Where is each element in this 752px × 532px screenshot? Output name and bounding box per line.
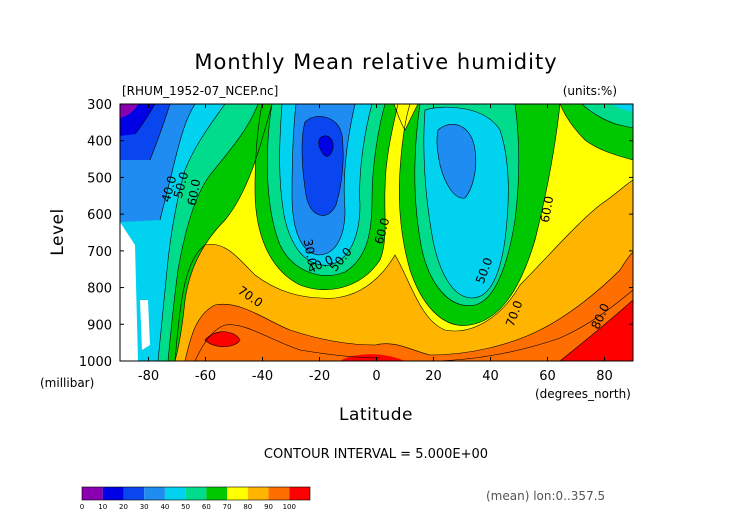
colorbar-swatch xyxy=(82,487,103,500)
colorbar-swatch xyxy=(144,487,165,500)
contour-label: 30.0 xyxy=(301,238,319,267)
colorbar-tick-label: 70 xyxy=(223,503,232,511)
x-unit-label: (degrees_north) xyxy=(535,387,631,401)
footnote: (mean) lon:0..357.5 xyxy=(486,489,605,503)
units-label: (units:%) xyxy=(563,84,617,98)
colorbar-tick-label: 50 xyxy=(181,503,190,511)
level-80-fill xyxy=(185,252,633,361)
y-tick-label: 300 xyxy=(87,98,112,113)
level-85-fill xyxy=(205,331,240,347)
level-55-fill xyxy=(582,104,633,128)
colorbar-tick-label: 0 xyxy=(80,503,84,511)
contour-label: 60.0 xyxy=(185,178,203,207)
contour-label: 50.0 xyxy=(171,170,191,199)
y-tick-label: 600 xyxy=(87,208,112,223)
x-axis: -80 -60 -40 -20 0 20 40 60 80 xyxy=(138,104,613,384)
level-85-fill xyxy=(560,300,633,361)
colorbar-swatch xyxy=(247,487,269,500)
contour-label: 60.0 xyxy=(372,216,392,245)
contour-field xyxy=(120,104,633,361)
contour-label: 60.0 xyxy=(538,195,556,224)
colorbar-swatch xyxy=(164,487,186,500)
y-axis-label: Level xyxy=(48,208,68,255)
missing-data xyxy=(140,300,150,350)
colorbar-tick-label: 40 xyxy=(160,503,169,511)
colorbar: 0 10 20 30 40 50 60 70 80 90 100 xyxy=(80,486,311,511)
y-tick-label: 800 xyxy=(87,282,112,297)
y-unit-label: (millibar) xyxy=(40,376,94,390)
x-tick-label: -80 xyxy=(138,369,159,384)
chart-title: Monthly Mean relative humidity xyxy=(194,50,557,74)
colorbar-tick-label: 10 xyxy=(98,503,107,511)
colorbar-swatch xyxy=(289,487,310,500)
missing-data xyxy=(120,222,138,361)
y-axis: 300 400 500 600 700 800 900 1000 xyxy=(79,98,633,370)
contour-interval: CONTOUR INTERVAL = 5.000E+00 xyxy=(264,447,488,462)
x-tick-label: 80 xyxy=(596,369,613,384)
x-tick-label: -60 xyxy=(195,369,216,384)
level-75-fill xyxy=(175,180,633,361)
y-tick-label: 500 xyxy=(87,171,112,186)
level-05-fill xyxy=(120,104,138,118)
colorbar-swatch xyxy=(227,487,248,500)
colorbar-tick-label: 100 xyxy=(283,503,296,511)
colorbar-tick-label: 20 xyxy=(119,503,128,511)
y-tick-label: 1000 xyxy=(79,355,112,370)
y-tick-label: 700 xyxy=(87,245,112,260)
colorbar-swatch xyxy=(185,487,207,500)
level-35-fill xyxy=(436,124,476,199)
x-tick-label: -40 xyxy=(252,369,273,384)
x-tick-label: 40 xyxy=(482,369,499,384)
colorbar-tick-label: 90 xyxy=(264,503,273,511)
colorbar-tick-label: 60 xyxy=(202,503,211,511)
colorbar-swatch xyxy=(102,487,124,500)
x-axis-label: Latitude xyxy=(339,405,413,425)
source-label: [RHUM_1952-07_NCEP.nc] xyxy=(122,84,278,98)
x-tick-label: 20 xyxy=(425,369,442,384)
level-15-fill xyxy=(318,135,334,157)
x-tick-label: 60 xyxy=(539,369,556,384)
x-tick-label: 0 xyxy=(372,369,380,384)
colorbar-swatch xyxy=(206,487,228,500)
y-tick-label: 400 xyxy=(87,135,112,150)
level-25-fill xyxy=(302,116,344,216)
colorbar-tick-label: 80 xyxy=(243,503,252,511)
level-45-fill xyxy=(612,104,633,112)
level-70-fill xyxy=(394,104,418,130)
contour-lines xyxy=(134,104,633,361)
y-tick-label: 900 xyxy=(87,318,112,333)
colorbar-frame xyxy=(81,486,311,501)
x-tick-label: -20 xyxy=(309,369,330,384)
colorbar-swatch xyxy=(268,487,290,500)
colorbar-tick-label: 30 xyxy=(140,503,149,511)
colorbar-swatch xyxy=(123,487,145,500)
contour-label: 40.0 xyxy=(159,174,179,203)
